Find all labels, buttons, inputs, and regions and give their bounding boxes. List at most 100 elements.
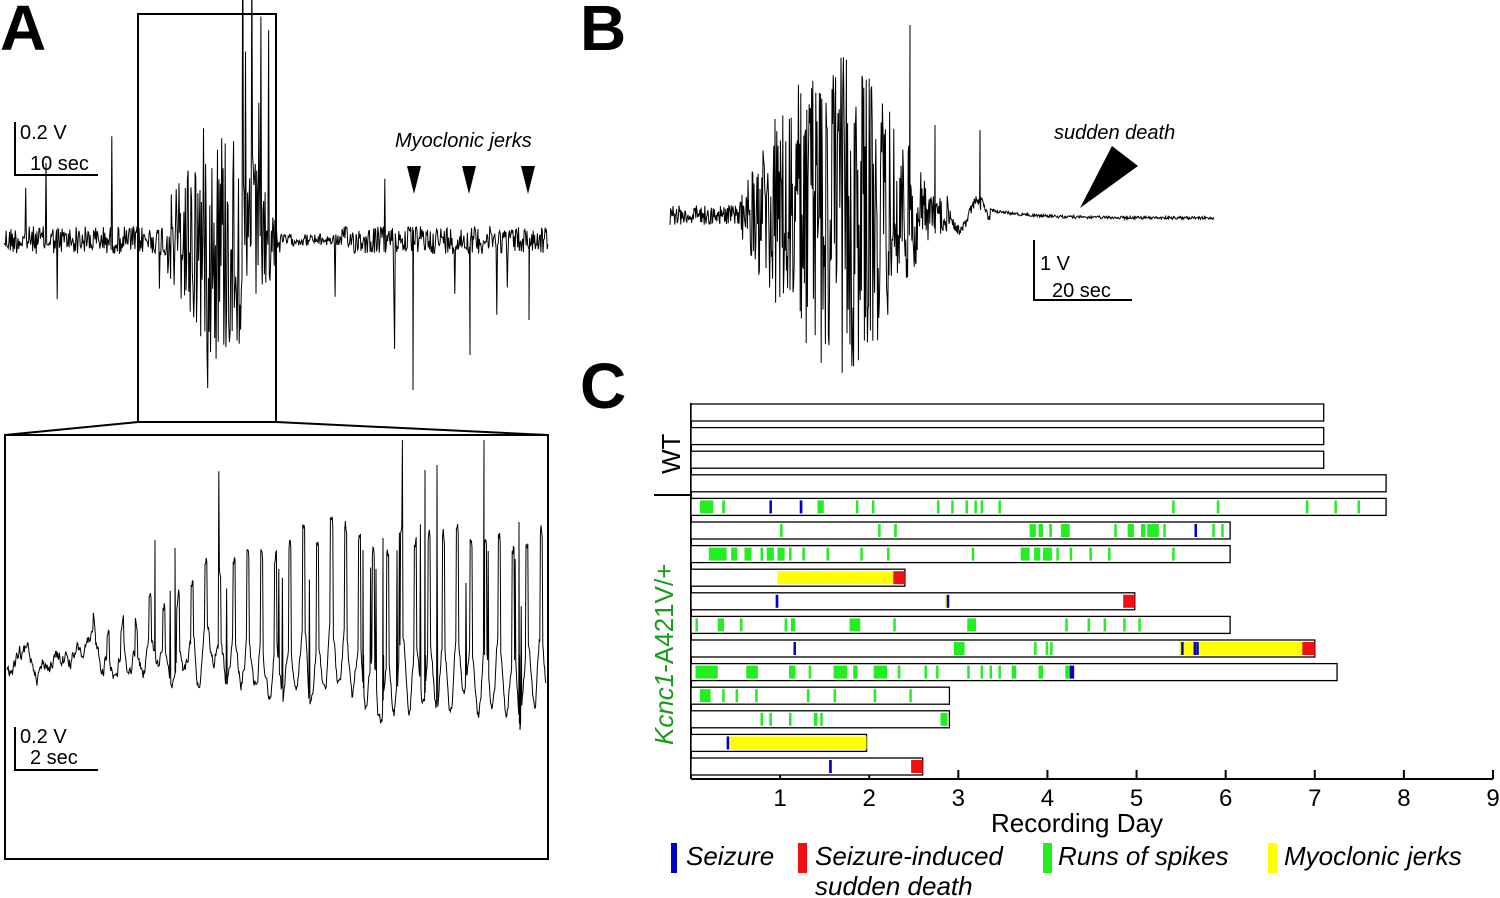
x-tick-label: 9 bbox=[1486, 785, 1499, 812]
recording-bar bbox=[690, 497, 1387, 517]
timeline-row bbox=[690, 474, 1387, 493]
legend-label-spikes: Runs of spikes bbox=[1058, 841, 1229, 871]
panel-c-letter: C bbox=[580, 350, 626, 422]
event-seizure bbox=[1069, 665, 1075, 679]
group-label-kcnc1-italic: Kcnc1 bbox=[649, 673, 679, 745]
event-spikes bbox=[802, 547, 805, 561]
event-spikes bbox=[777, 547, 785, 561]
event-spikes bbox=[1103, 618, 1107, 632]
x-tick-label: 4 bbox=[1041, 785, 1054, 812]
event-spikes bbox=[871, 500, 875, 514]
timeline-rows bbox=[690, 403, 1387, 776]
event-spikes bbox=[1114, 524, 1117, 537]
panel-a-letter: A bbox=[0, 0, 46, 64]
arrowhead-1 bbox=[407, 166, 421, 194]
timeline-row bbox=[690, 497, 1387, 517]
event-spikes bbox=[953, 642, 965, 655]
event-spikes bbox=[873, 665, 888, 679]
recording-bar bbox=[690, 544, 1231, 564]
legend-swatch-seizure bbox=[671, 843, 677, 873]
event-spikes bbox=[826, 547, 829, 561]
event-spikes bbox=[760, 547, 764, 561]
timeline-row bbox=[690, 521, 1231, 540]
recording-bar bbox=[690, 403, 1325, 422]
event-spikes bbox=[1065, 665, 1070, 679]
event-spikes bbox=[806, 689, 810, 703]
event-spikes bbox=[833, 689, 837, 703]
legend-swatch-jerks bbox=[1268, 843, 1277, 873]
x-tick-label: 3 bbox=[952, 785, 965, 812]
panel-a: A 0.2 V 10 sec Myoclonic jerks 0.2 V 2 s… bbox=[0, 0, 549, 860]
panel-a-eeg-trace bbox=[3, 0, 549, 391]
event-spikes bbox=[1127, 524, 1134, 537]
panel-a-scale-bar-top bbox=[14, 122, 98, 176]
event-spikes bbox=[1163, 524, 1166, 537]
event-spikes bbox=[1050, 642, 1053, 655]
event-spikes bbox=[873, 689, 877, 703]
recording-bar bbox=[690, 757, 924, 776]
event-spikes bbox=[708, 547, 727, 561]
event-spikes bbox=[699, 500, 714, 514]
event-spikes bbox=[717, 618, 724, 632]
timeline-row bbox=[690, 733, 868, 753]
event-spikes bbox=[897, 665, 901, 679]
event-spikes bbox=[766, 547, 774, 561]
event-spikes bbox=[1172, 547, 1175, 561]
event-spikes bbox=[940, 712, 948, 726]
x-axis-label: Recording Day bbox=[991, 808, 1163, 838]
panel-a-scale-bar-bottom bbox=[14, 727, 98, 771]
panel-b-scale-voltage: 1 V bbox=[1040, 253, 1071, 275]
event-spikes bbox=[998, 665, 1001, 679]
event-spikes bbox=[1138, 618, 1141, 632]
event-seizure bbox=[793, 642, 796, 655]
event-spikes bbox=[853, 665, 858, 679]
legend-label-jerks: Myoclonic jerks bbox=[1284, 841, 1462, 871]
panel-a-expanded-trace bbox=[6, 439, 547, 731]
legend: Seizure Seizure-induced sudden death Run… bbox=[671, 841, 1462, 898]
event-spikes bbox=[1011, 665, 1017, 679]
event-spikes bbox=[967, 665, 970, 679]
legend-swatch-spikes bbox=[1043, 843, 1052, 873]
recording-bar bbox=[690, 615, 1231, 635]
event-spikes bbox=[1221, 524, 1224, 537]
legend-label-sudden-death: Seizure-induced sudden death bbox=[815, 841, 1010, 898]
panel-b-scale-bar bbox=[1033, 240, 1132, 301]
timeline-row bbox=[690, 544, 1231, 564]
event-jerks bbox=[777, 571, 894, 585]
event-seizure bbox=[726, 736, 730, 750]
panel-b-annotation: sudden death bbox=[1054, 122, 1175, 144]
event-spikes bbox=[936, 500, 940, 514]
timeline-row bbox=[690, 450, 1325, 469]
x-tick-label: 2 bbox=[863, 785, 876, 812]
event-spikes bbox=[967, 618, 977, 632]
legend-swatch-sudden-death bbox=[798, 843, 807, 873]
timeline-row bbox=[690, 710, 951, 729]
event-jerks bbox=[728, 736, 867, 750]
event-spikes bbox=[808, 665, 812, 679]
event-spikes bbox=[1357, 500, 1361, 514]
event-spikes bbox=[695, 618, 698, 632]
event-spikes bbox=[1034, 547, 1041, 561]
event-spikes bbox=[731, 547, 738, 561]
event-seizure bbox=[1193, 642, 1197, 655]
event-spikes bbox=[1305, 500, 1309, 514]
panel-c: C WT Kcnc1-A421V/+ 1 2 3 4 5 6 7 8 9 Recording D… bbox=[580, 350, 1500, 898]
event-spikes bbox=[1147, 524, 1159, 537]
event-spikes bbox=[1172, 500, 1175, 514]
panel-a-scale-voltage-top: 0.2 V bbox=[20, 122, 67, 144]
x-tick-label: 6 bbox=[1219, 785, 1232, 812]
event-spikes bbox=[980, 500, 984, 514]
panel-b: B sudden death 1 V 20 sec bbox=[580, 0, 1215, 373]
group-label-kcnc1-rest: -A421V/+ bbox=[649, 564, 679, 673]
event-spikes bbox=[1034, 642, 1037, 655]
event-spikes bbox=[998, 500, 1001, 514]
event-spikes bbox=[1069, 547, 1073, 561]
group-label-kcnc1: Kcnc1-A421V/+ bbox=[649, 564, 679, 745]
timeline-row bbox=[690, 686, 951, 705]
event-spikes bbox=[722, 500, 725, 514]
event-spikes bbox=[784, 618, 788, 632]
event-spikes bbox=[833, 665, 847, 679]
panel-a-zoom-box bbox=[137, 13, 277, 423]
arrowhead-2 bbox=[462, 166, 476, 194]
